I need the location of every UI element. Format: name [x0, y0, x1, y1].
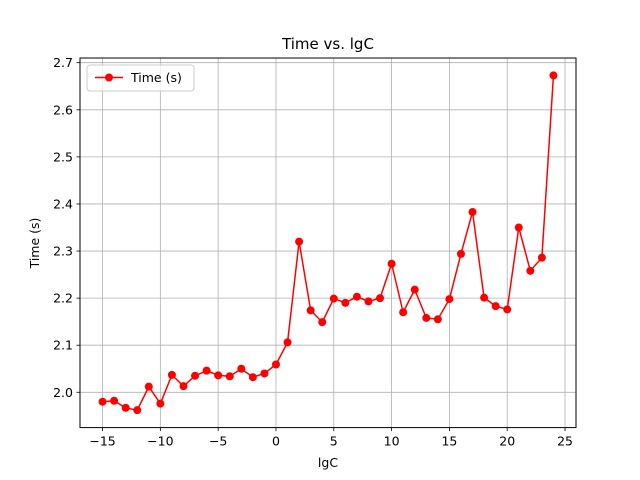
data-point — [179, 382, 188, 391]
data-point — [329, 294, 338, 303]
data-point — [503, 305, 512, 314]
data-point — [526, 266, 535, 275]
x-tick-label: 5 — [330, 434, 338, 449]
grid — [80, 58, 576, 428]
data-point — [191, 371, 200, 380]
legend: Time (s) — [86, 64, 195, 92]
data-point — [364, 297, 373, 306]
data-point — [295, 237, 304, 246]
y-tick-label: 2.1 — [53, 338, 73, 353]
data-point — [399, 308, 408, 317]
data-point — [387, 259, 396, 268]
data-point — [341, 298, 350, 307]
legend-box — [86, 64, 195, 92]
x-tick-label: 25 — [557, 434, 573, 449]
series-layer — [98, 71, 558, 415]
x-tick-label: 0 — [272, 434, 280, 449]
x-tick-label: 15 — [441, 434, 457, 449]
legend-marker — [105, 73, 113, 82]
data-point — [318, 318, 327, 327]
data-point — [537, 253, 546, 262]
data-point — [491, 302, 500, 311]
data-point — [237, 364, 246, 373]
data-point — [376, 294, 385, 303]
data-point — [445, 295, 454, 304]
tick-layer: −15 −10 −5 0 5 10 15 20 25 2.0 2.1 2.2 2.3 2.4 2.5 2.6 2… — [53, 55, 573, 448]
data-point — [352, 292, 361, 301]
data-point — [422, 313, 431, 322]
data-point — [549, 71, 558, 80]
y-tick-label: 2.6 — [53, 102, 73, 117]
series-line — [102, 75, 555, 411]
x-tick-label: 20 — [499, 434, 515, 449]
data-point — [248, 373, 257, 382]
y-axis-label: Time (s) — [27, 218, 42, 270]
data-point — [121, 403, 130, 412]
x-tick-label: −5 — [209, 434, 227, 449]
data-point — [110, 396, 119, 405]
data-point — [468, 207, 477, 216]
chart-title: Time vs. lgC — [281, 35, 374, 53]
data-point — [156, 399, 165, 408]
x-tick-label: 10 — [384, 434, 400, 449]
y-tick-label: 2.2 — [53, 291, 73, 306]
plot-frame — [79, 57, 577, 429]
data-point — [306, 306, 315, 315]
data-point — [214, 371, 223, 380]
data-point — [133, 406, 142, 415]
data-point — [98, 397, 107, 406]
data-point — [271, 360, 280, 369]
legend-label: Time (s) — [130, 70, 182, 85]
y-tick-label: 2.4 — [53, 196, 73, 211]
data-point — [456, 249, 465, 258]
data-point — [144, 382, 153, 391]
data-point — [433, 315, 442, 324]
data-point — [410, 285, 419, 294]
data-point — [260, 369, 269, 378]
data-point — [283, 338, 292, 347]
data-point — [225, 372, 234, 381]
x-tick-label: −15 — [89, 434, 115, 449]
y-tick-label: 2.5 — [53, 149, 73, 164]
x-axis-label: lgC — [318, 455, 338, 470]
data-point — [202, 366, 211, 375]
data-point — [167, 370, 176, 379]
x-tick-label: −10 — [147, 434, 173, 449]
y-tick-label: 2.3 — [53, 244, 73, 259]
data-point — [514, 223, 523, 232]
y-tick-label: 2.0 — [53, 385, 73, 400]
data-point — [480, 293, 489, 302]
y-tick-label: 2.7 — [53, 55, 73, 70]
